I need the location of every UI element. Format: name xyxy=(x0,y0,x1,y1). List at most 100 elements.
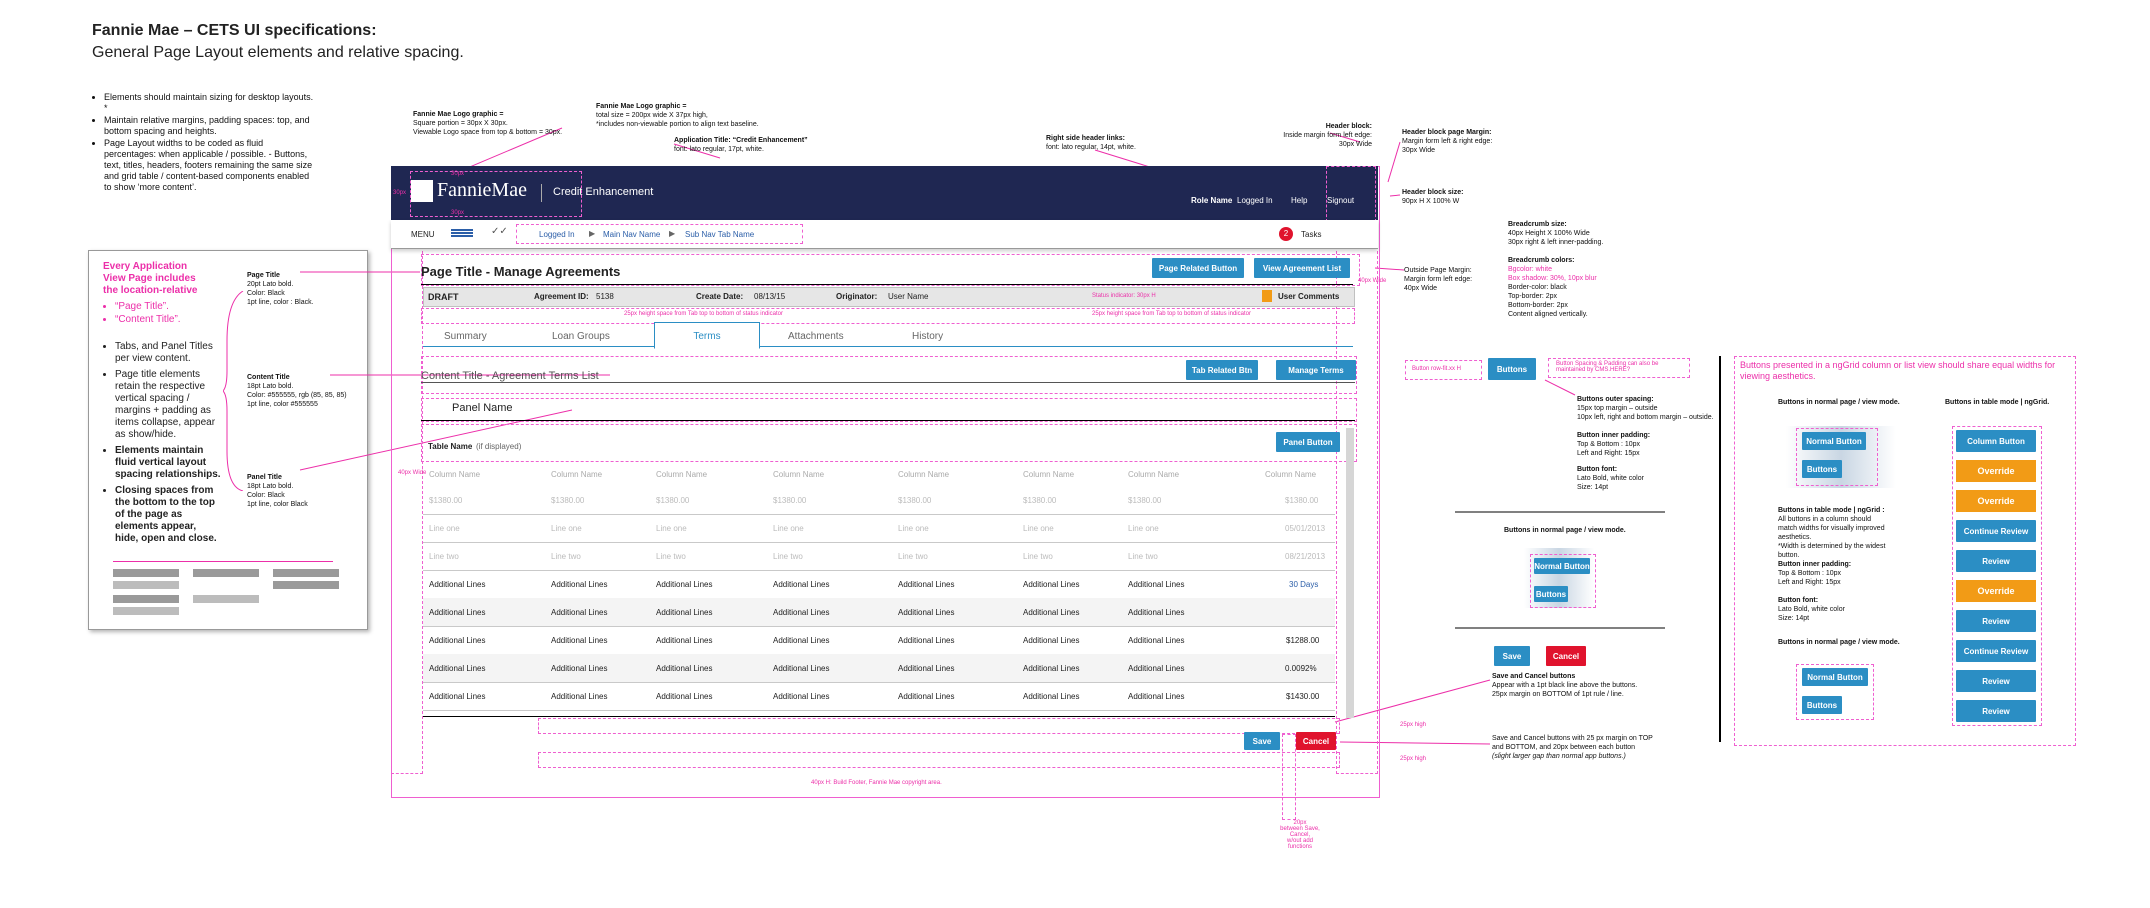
tab-summary[interactable]: Summary xyxy=(444,331,487,342)
note-line: Fannie Mae Logo graphic = xyxy=(596,103,687,110)
spec-line: Color: Black xyxy=(247,492,285,499)
tasks-link[interactable]: Tasks xyxy=(1301,230,1322,239)
table-scrollbar[interactable] xyxy=(1346,428,1354,718)
col-header[interactable]: Column Name xyxy=(1023,470,1075,479)
page-related-button[interactable]: Page Related Button xyxy=(1152,258,1244,278)
normal-button-sample[interactable]: Normal Button xyxy=(1802,432,1866,450)
col-header[interactable]: Column Name xyxy=(898,470,950,479)
tab-loan-groups[interactable]: Loan Groups xyxy=(552,331,610,342)
tab-related-button[interactable]: Tab Related Btn xyxy=(1186,360,1258,380)
review-button[interactable]: Review xyxy=(1956,610,2036,632)
breadcrumb-item[interactable]: Logged In xyxy=(539,230,575,239)
panel-button[interactable]: Panel Button xyxy=(1276,432,1340,452)
table-row[interactable]: Line one Line one Line one Line one Line… xyxy=(423,514,1335,543)
header-help[interactable]: Help xyxy=(1291,196,1308,205)
manage-terms-button[interactable]: Manage Terms xyxy=(1276,360,1356,380)
sample-save-button[interactable]: Save xyxy=(1494,646,1530,666)
table-row[interactable]: Additional Lines Additional Lines Additi… xyxy=(423,626,1335,655)
nggrid-panel-guide xyxy=(1734,356,2076,746)
table-row[interactable]: Additional Lines Additional Lines Additi… xyxy=(423,682,1335,711)
col-header[interactable]: Column Name xyxy=(551,470,603,479)
column-button[interactable]: Column Button xyxy=(1956,430,2036,452)
menu-lines-icon[interactable] xyxy=(451,229,473,231)
sample-cancel-button[interactable]: Cancel xyxy=(1546,646,1586,666)
table-cell: Additional Lines xyxy=(429,608,486,617)
buttons-sample[interactable]: Buttons xyxy=(1802,460,1842,478)
note-line: Button font: xyxy=(1577,466,1618,473)
comments-icon[interactable] xyxy=(1262,290,1272,302)
spacing-label: 25px high xyxy=(1400,722,1427,728)
right-normal-title-2: Buttons in normal page / view mode. xyxy=(1778,639,1900,646)
box-bullet: Tabs, and Panel Titles per view content. xyxy=(115,341,221,365)
table-cell: $1380.00 xyxy=(1023,496,1057,505)
note-line: Lato Bold, white color xyxy=(1778,606,1845,613)
user-comments-link[interactable]: User Comments xyxy=(1278,292,1340,301)
review-button[interactable]: Review xyxy=(1956,670,2036,692)
table-row[interactable]: Line two Line two Line two Line two Line… xyxy=(423,542,1335,571)
tab-terms-active[interactable]: Terms xyxy=(654,322,760,349)
tasks-badge[interactable]: 2 xyxy=(1279,227,1293,241)
review-button[interactable]: Review xyxy=(1956,700,2036,722)
review-button[interactable]: Review xyxy=(1956,550,2036,572)
note-line: Right side header links: xyxy=(1046,135,1125,142)
header-logged-in[interactable]: Logged In xyxy=(1237,196,1273,205)
spec-buttons-sample[interactable]: Buttons xyxy=(1488,358,1536,380)
col-header[interactable]: Column Name xyxy=(1128,470,1180,479)
override-button[interactable]: Override xyxy=(1956,580,2036,602)
button-padding-guide xyxy=(1530,554,1596,608)
normal-button-sample[interactable]: Normal Button xyxy=(1534,558,1590,574)
intro-bullets: Elements should maintain sizing for desk… xyxy=(92,92,314,194)
note-line: Inside margin form left edge: xyxy=(1283,132,1372,139)
table-row[interactable]: Additional Lines Additional Lines Additi… xyxy=(423,570,1335,599)
override-button[interactable]: Override xyxy=(1956,490,2036,512)
table-row[interactable]: Additional Lines Additional Lines Additi… xyxy=(423,654,1335,683)
table-row[interactable]: $1380.00 $1380.00 $1380.00 $1380.00 $138… xyxy=(423,486,1335,515)
tab-spacing-note: 25px height space from Tab top to bottom… xyxy=(1092,311,1251,317)
chevron-right-icon: ▶ xyxy=(589,229,596,238)
check-chevron-icon[interactable]: ✓✓ xyxy=(491,226,508,237)
continue-review-button[interactable]: Continue Review xyxy=(1956,520,2036,542)
col-header[interactable]: Column Name xyxy=(656,470,708,479)
override-button[interactable]: Override xyxy=(1956,460,2036,482)
table-cell: Line two xyxy=(1128,552,1158,561)
normal-button-sample[interactable]: Normal Button xyxy=(1802,668,1868,686)
save-button[interactable]: Save xyxy=(1244,732,1280,750)
buttons-sample[interactable]: Buttons xyxy=(1534,586,1568,602)
buttons-sample[interactable]: Buttons xyxy=(1802,696,1842,714)
agreement-label: Agreement ID: xyxy=(534,292,589,301)
note-line: Square portion = 30px X 30px. xyxy=(413,120,508,127)
logo-guide xyxy=(410,171,582,217)
continue-review-button[interactable]: Continue Review xyxy=(1956,640,2036,662)
tab-attachments[interactable]: Attachments xyxy=(788,331,844,342)
page-title-guide xyxy=(421,254,1360,286)
note-line: Appear with a 1pt black line above the b… xyxy=(1492,682,1638,689)
table-cell[interactable]: 30 Days xyxy=(1289,580,1319,589)
cancel-button[interactable]: Cancel xyxy=(1296,732,1336,750)
col-header[interactable]: Column Name xyxy=(429,470,481,479)
originator-value: User Name xyxy=(888,292,929,301)
breadcrumb-guide xyxy=(516,224,803,244)
originator-label: Originator: xyxy=(836,292,878,301)
col-header[interactable]: Column Name xyxy=(1265,470,1317,479)
header-signout[interactable]: Signout xyxy=(1327,196,1355,205)
header-role[interactable]: Role Name xyxy=(1191,196,1233,205)
table-cell: Additional Lines xyxy=(898,636,955,645)
panel-name: Panel Name xyxy=(452,402,513,414)
table-row[interactable]: Additional Lines Additional Lines Additi… xyxy=(423,598,1335,627)
tab-history[interactable]: History xyxy=(912,331,944,342)
table-cell: Additional Lines xyxy=(656,636,713,645)
table-cell: $1380.00 xyxy=(773,496,807,505)
view-agreement-list-button[interactable]: View Agreement List xyxy=(1254,258,1350,278)
col-header[interactable]: Column Name xyxy=(773,470,825,479)
menu-button[interactable]: MENU xyxy=(411,230,435,239)
note-line: Top & Bottom : 10px xyxy=(1778,570,1842,577)
table-cell: Additional Lines xyxy=(773,608,830,617)
table-mode-notes: Buttons in table mode | ngGrid : All but… xyxy=(1778,506,1888,560)
box-bullet: Page title elements retain the respectiv… xyxy=(115,369,221,441)
breadcrumb-item[interactable]: Main Nav Name xyxy=(603,230,661,239)
breadcrumb-item[interactable]: Sub Nav Tab Name xyxy=(685,230,755,239)
right-font: Button font: Lato Bold, white color Size… xyxy=(1778,596,1845,623)
table-cell: Additional Lines xyxy=(656,580,713,589)
table-cell: Additional Lines xyxy=(551,580,608,589)
note-line: *Width is determined by the widest butto… xyxy=(1778,543,1886,559)
